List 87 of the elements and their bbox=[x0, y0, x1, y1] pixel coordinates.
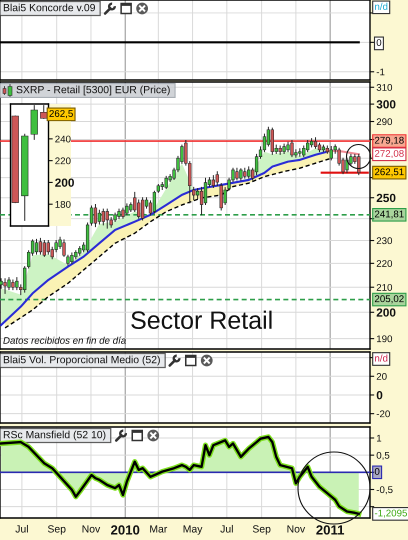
y-tick-label: 240 bbox=[55, 136, 71, 142]
candlestick bbox=[235, 168, 239, 180]
candlestick bbox=[310, 138, 314, 148]
y-tick-label: 0 bbox=[376, 39, 382, 46]
candlestick bbox=[298, 148, 302, 157]
x-tick-label: Sep bbox=[252, 525, 270, 535]
annotation: 262,5 bbox=[49, 110, 73, 118]
text: n/d bbox=[375, 2, 388, 10]
ref-line-label: 241,81 bbox=[374, 210, 404, 219]
candlestick bbox=[212, 175, 216, 188]
y-tick-label: 250 bbox=[376, 194, 396, 202]
y-tick-label: 220 bbox=[376, 260, 392, 267]
x-tick-label: Jul bbox=[220, 524, 233, 533]
x-tick-label: Nov bbox=[287, 525, 306, 533]
candlestick bbox=[102, 208, 105, 226]
chart-title: RSc Mansfield (52 10) bbox=[4, 430, 106, 440]
chart-title: Blai5 Koncorde v.09 bbox=[4, 4, 95, 12]
candlestick bbox=[94, 204, 98, 228]
y-tick-label: -20 bbox=[376, 410, 390, 418]
candlestick bbox=[34, 238, 38, 255]
x-tick-label: Mar bbox=[150, 525, 168, 533]
candlestick bbox=[30, 105, 38, 140]
candlestick bbox=[247, 166, 250, 179]
candlestick bbox=[239, 168, 243, 180]
candlestick bbox=[106, 208, 109, 229]
annotation: 262,51 bbox=[374, 168, 404, 176]
candlestick bbox=[15, 277, 18, 290]
candlestick bbox=[140, 197, 144, 220]
candlestick bbox=[204, 178, 208, 206]
candlestick bbox=[117, 208, 121, 220]
y-tick-label: 300 bbox=[376, 100, 396, 109]
y-tick-label: -0,5 bbox=[376, 486, 393, 494]
y-tick-label: 230 bbox=[376, 237, 392, 244]
ref-line-label: 205,02 bbox=[374, 295, 404, 304]
chart-title: SXRP - Retail [5300] EUR (Price) bbox=[16, 86, 170, 96]
candlestick bbox=[113, 212, 117, 222]
candlestick bbox=[243, 168, 246, 179]
candlestick bbox=[46, 240, 50, 255]
candlestick bbox=[164, 176, 168, 190]
y-tick-label: 180 bbox=[55, 200, 71, 208]
candlestick bbox=[137, 200, 140, 219]
chart-title: Blai5 Vol. Proporcional Medio (52) bbox=[4, 356, 160, 366]
candlestick bbox=[290, 140, 294, 158]
y-tick-label: 310 bbox=[376, 84, 392, 91]
candlestick bbox=[70, 252, 74, 264]
x-tick-label: 2010 bbox=[110, 525, 140, 535]
y-tick-label: 20 bbox=[376, 373, 387, 380]
candlestick bbox=[278, 146, 282, 155]
candlestick bbox=[125, 203, 129, 216]
text: n/d bbox=[375, 354, 388, 362]
annotation: Sector Retail bbox=[131, 310, 272, 330]
x-tick-label: 2011 bbox=[316, 525, 344, 535]
y-tick-label: 1 bbox=[376, 434, 382, 442]
annotation: -1,2095 bbox=[374, 510, 408, 518]
candlestick bbox=[314, 137, 318, 149]
candlestick bbox=[282, 144, 286, 154]
x-tick-label: Sep bbox=[48, 525, 66, 535]
candlestick bbox=[11, 279, 15, 290]
y-tick-label: 190 bbox=[376, 335, 392, 342]
candlestick bbox=[121, 208, 125, 219]
candlestick bbox=[322, 144, 326, 152]
candlestick bbox=[270, 128, 274, 155]
candlestick bbox=[318, 142, 322, 152]
y-tick-label: 200 bbox=[55, 178, 74, 187]
candlestick bbox=[21, 134, 28, 221]
y-tick-label: 290 bbox=[376, 118, 392, 126]
y-tick-label: 220 bbox=[55, 157, 71, 164]
x-tick-label: Nov bbox=[82, 525, 100, 533]
y-tick-label: -1 bbox=[376, 68, 384, 76]
candlestick bbox=[7, 277, 11, 290]
candlestick bbox=[357, 154, 360, 176]
ref-line-label: 279,18 bbox=[374, 136, 404, 145]
candlestick bbox=[78, 246, 82, 256]
y-tick-label: 200 bbox=[376, 308, 396, 317]
x-tick-label: May bbox=[184, 525, 202, 535]
annotation: Datos recibidos en fin de día bbox=[3, 336, 126, 344]
candlestick bbox=[38, 238, 42, 255]
candlestick bbox=[286, 142, 290, 152]
candlestick bbox=[98, 210, 102, 225]
candlestick bbox=[306, 140, 310, 152]
candlestick bbox=[42, 240, 46, 257]
y-tick-label: 0,5 bbox=[376, 452, 390, 460]
y-tick-label: 0 bbox=[376, 391, 382, 400]
y-tick-label: 210 bbox=[376, 284, 392, 291]
x-tick-label: Jul bbox=[15, 524, 28, 533]
candlestick bbox=[3, 278, 7, 294]
annotation: 272,08 bbox=[374, 150, 404, 158]
